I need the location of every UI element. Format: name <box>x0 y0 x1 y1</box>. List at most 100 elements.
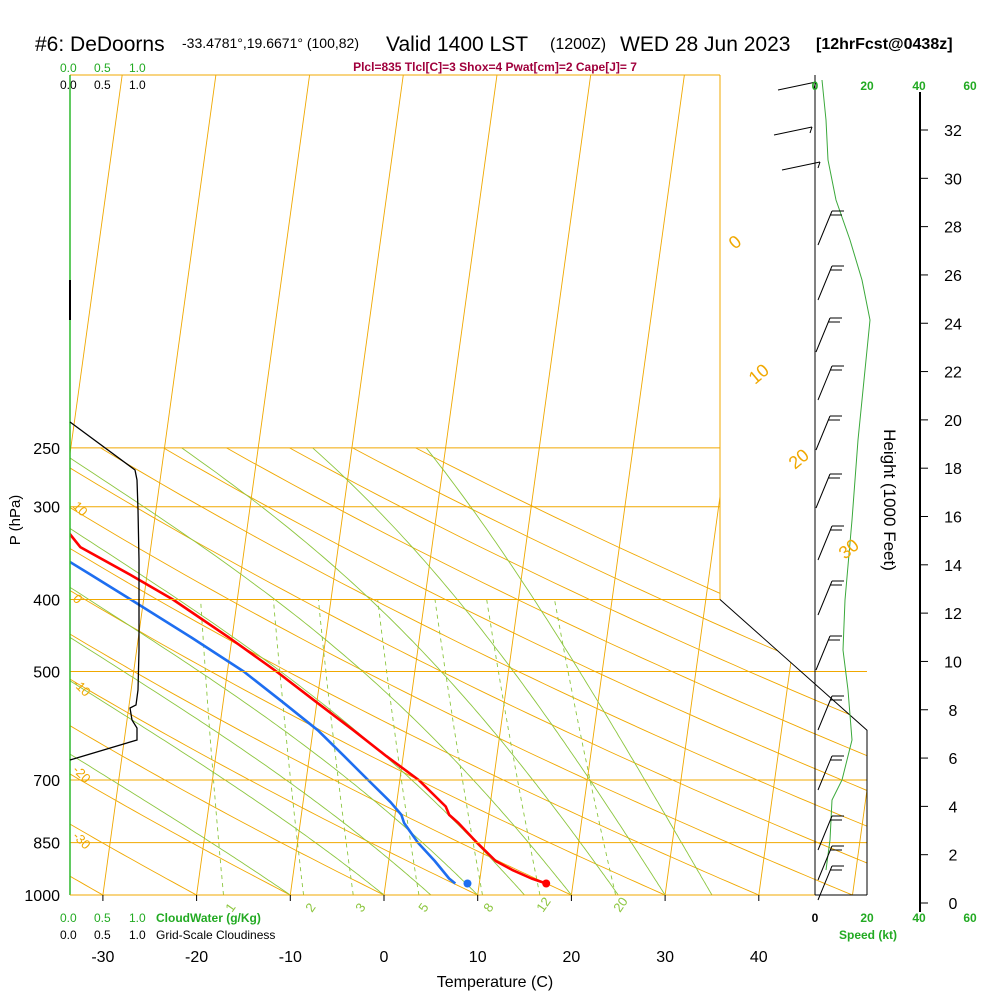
dry-adiabat-label: 0 <box>725 231 746 253</box>
wind-barb <box>818 581 844 615</box>
isotherm-line <box>946 75 1000 895</box>
isotherm-line <box>853 75 966 895</box>
height-tick-label: 20 <box>944 413 962 430</box>
isotherm-line <box>478 75 591 895</box>
speed-tick-top: 60 <box>963 79 977 93</box>
pressure-tick-label: 700 <box>33 773 60 790</box>
height-tick-label: 24 <box>944 316 962 333</box>
x-tick-label: 10 <box>469 949 487 966</box>
top-cloudwater-tick-0: 0.0 <box>60 61 77 75</box>
valid-time: Valid 1400 LST <box>386 33 528 56</box>
speed-tick-bottom: 60 <box>963 911 977 925</box>
bottom-cloudwater-tick-2: 1.0 <box>129 911 146 925</box>
pressure-tick-label: 1000 <box>24 888 60 905</box>
mixing-ratio-label: 8 <box>480 900 496 915</box>
height-tick-label: 2 <box>949 848 958 865</box>
forecast-date: WED 28 Jun 2023 <box>620 33 790 56</box>
mixing-ratio-line <box>487 600 540 896</box>
top-cloudiness-tick-0: 0.0 <box>60 78 77 92</box>
isotherm-line <box>0 75 28 895</box>
chart-grid <box>0 75 1000 912</box>
wind-barb <box>818 366 844 400</box>
height-tick-label: 16 <box>944 510 962 527</box>
wind-barb <box>818 266 844 300</box>
dry-adiabat-label: 30 <box>835 535 863 563</box>
x-tick-label: -10 <box>279 949 302 966</box>
pressure-tick-label: 500 <box>33 664 60 681</box>
height-tick-label: 26 <box>944 268 962 285</box>
isotherm-line <box>290 75 403 895</box>
forecast-info: [12hrFcst@0438z] <box>816 36 953 53</box>
wind-barb <box>778 82 816 90</box>
isotherm-line <box>571 75 684 895</box>
bottom-cloudiness-tick-2: 1.0 <box>129 928 146 942</box>
pressure-tick-label: 250 <box>33 441 60 458</box>
height-tick-label: 12 <box>944 606 962 623</box>
surface-dewpoint-point <box>463 880 471 888</box>
y-axis-label: P (hPa) <box>7 495 24 546</box>
wind-barb <box>818 211 844 245</box>
x-tick-label: -20 <box>185 949 208 966</box>
height-tick-label: 0 <box>949 896 958 913</box>
wind-barb <box>818 696 844 730</box>
pressure-tick-label: 400 <box>33 592 60 609</box>
series-line-temperature <box>32 451 547 884</box>
speed-tick-bottom: 0 <box>812 911 819 925</box>
wind-barb <box>816 416 842 450</box>
bottom-cloudiness-tick-1: 0.5 <box>94 928 111 942</box>
cloudwater-label: CloudWater (g/Kg) <box>156 911 261 925</box>
wind-barb <box>816 318 842 352</box>
height-tick-label: 8 <box>949 703 958 720</box>
isotherm-label: -30 <box>70 828 94 852</box>
surface-temperature-point <box>542 880 550 888</box>
isotherm-label: -20 <box>70 762 94 786</box>
speed-axis-label: Speed (kt) <box>839 928 897 942</box>
top-cloudiness-tick-1: 0.5 <box>94 78 111 92</box>
mixing-ratio-label: 12 <box>533 894 554 914</box>
isotherm-label: 10 <box>70 498 91 519</box>
isotherm-line <box>103 75 216 895</box>
speed-tick-bottom: 40 <box>912 911 926 925</box>
top-cloudiness-tick-2: 1.0 <box>129 78 146 92</box>
station-coords: -33.4781°,19.6671° (100,82) <box>182 35 359 51</box>
wind-barb <box>774 127 812 135</box>
mixing-ratio-line <box>378 600 419 896</box>
x-tick-label: -30 <box>91 949 114 966</box>
bottom-cloud-scale: 0.0 0.5 1.0 CloudWater (g/Kg) 0.0 0.5 1.… <box>60 911 275 942</box>
wind-barb <box>818 846 844 880</box>
x-tick-label: 40 <box>750 949 768 966</box>
pressure-tick-label: 300 <box>33 500 60 517</box>
isotherm-line <box>9 75 122 895</box>
bottom-cloudwater-tick-1: 0.5 <box>94 911 111 925</box>
mixing-ratio-line <box>273 600 303 896</box>
height-tick-label: 14 <box>944 558 962 575</box>
height-tick-label: 18 <box>944 461 962 478</box>
height-tick-label: 22 <box>944 365 962 382</box>
pressure-tick-label: 850 <box>33 836 60 853</box>
dry-adiabat-label: 20 <box>785 445 813 473</box>
height-tick-label: 28 <box>944 220 962 237</box>
wind-barb <box>816 636 842 670</box>
bottom-cloudiness-tick-0: 0.0 <box>60 928 77 942</box>
speed-tick-top: 40 <box>912 79 926 93</box>
stats-line: Plcl=835 Tlcl[C]=3 Shox=4 Pwat[cm]=2 Cap… <box>353 60 637 74</box>
cloudiness-label: Grid-Scale Cloudiness <box>156 928 275 942</box>
x-axis-label: Temperature (C) <box>437 974 553 991</box>
height-tick-label: 30 <box>944 171 962 188</box>
height-tick-label: 4 <box>949 799 958 816</box>
x-tick-label: 20 <box>563 949 581 966</box>
isotherm-label: -10 <box>70 676 94 700</box>
utc-time: (1200Z) <box>550 36 606 53</box>
isotherm-line <box>384 75 497 895</box>
height-tick-label: 6 <box>949 751 958 768</box>
height-tick-label: 32 <box>944 123 962 140</box>
dry-adiabat-label: 10 <box>745 360 773 388</box>
mixing-ratio-label: 3 <box>352 900 368 915</box>
height-tick-label: 10 <box>944 654 962 671</box>
height-axis-label: Height (1000 Feet) <box>880 429 899 571</box>
mixing-ratio-line <box>201 600 224 896</box>
mixing-ratio-label: 20 <box>610 894 631 914</box>
x-tick-label: 0 <box>380 949 389 966</box>
x-tick-label: 30 <box>656 949 674 966</box>
